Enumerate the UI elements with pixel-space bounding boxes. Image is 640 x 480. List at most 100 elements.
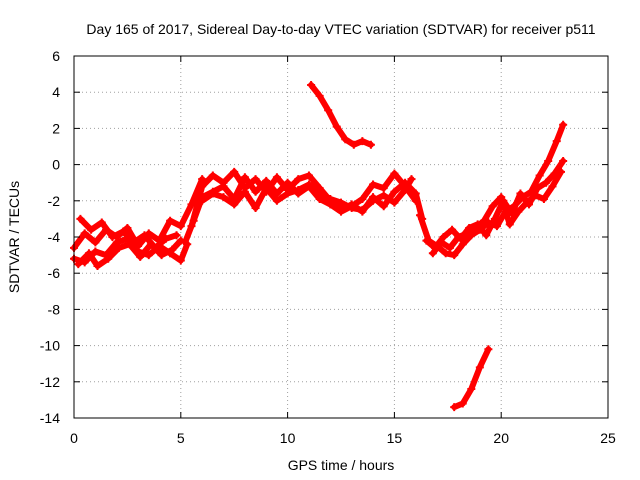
series-arc-8 [307,80,375,149]
y-tick-label: -10 [40,338,60,354]
data-point [112,238,121,247]
data-point [304,171,313,180]
data-point [240,187,249,196]
data-point [516,189,525,198]
x-axis-label: GPS time / hours [288,457,395,473]
data-point [366,140,375,149]
series-arc-4 [74,236,185,270]
data-point [458,240,467,249]
data-point [208,171,217,180]
x-tick-label: 25 [600,430,616,446]
data-point [539,194,548,203]
data-point [552,137,561,146]
data-point [91,247,100,256]
data-point [294,185,303,194]
data-point [416,211,425,220]
data-point [87,225,96,234]
data-point [326,194,335,203]
data-point [91,238,100,247]
axis-ticks [73,55,609,419]
data-point [93,261,102,270]
data-point [161,234,170,243]
data-point [198,175,207,184]
data-point [439,233,448,241]
data-point [369,180,378,189]
data-point [187,222,196,231]
data-point [450,251,459,260]
data-point [480,216,489,225]
data-point [428,249,437,258]
data-point [369,196,378,205]
data-point [108,233,117,241]
data-point [557,167,566,176]
series-line-arc-11 [429,168,564,257]
data-point [262,184,271,193]
data-point [230,167,239,176]
x-tick-label: 10 [280,430,296,446]
data-point [251,187,260,196]
data-point [467,385,476,394]
data-point [262,176,271,185]
data-point [240,173,249,182]
data-point [390,187,399,196]
data-point [176,222,185,231]
data-point [358,137,367,146]
data-point [407,175,416,184]
data-point [548,182,557,191]
data-point [294,175,303,184]
data-point [422,236,431,245]
series-line-arc-3 [77,215,180,251]
data-point [490,214,499,223]
data-point [544,156,553,165]
series-arc-12 [450,345,493,412]
data-point [454,233,463,241]
data-point [324,106,333,115]
data-series [70,80,568,412]
data-point [172,231,181,240]
data-point [437,238,446,247]
data-point [198,182,207,191]
data-point [488,202,497,211]
data-point [104,254,113,263]
data-point [535,171,544,180]
data-point [484,345,493,354]
data-point [471,223,480,232]
data-point [390,169,399,178]
x-tick-label: 5 [177,430,185,446]
data-point [283,189,292,198]
data-point [144,251,153,260]
data-point [123,223,132,232]
data-point [219,178,228,187]
data-point [445,243,454,252]
y-tick-label: -8 [48,301,61,317]
data-point [251,204,260,213]
data-point [448,225,457,234]
data-point [125,240,134,249]
data-point [533,184,542,193]
data-point [251,175,260,184]
data-point [74,260,83,269]
data-point [390,198,399,207]
data-point [315,189,324,198]
data-point [358,205,367,214]
data-point [522,198,531,207]
data-point [166,216,175,225]
data-point [475,363,484,372]
data-point [531,191,540,200]
data-point [379,202,388,211]
data-point [458,399,467,408]
y-axis-label: SDTVAR / TECUs [6,181,22,293]
data-point [157,251,166,260]
y-tick-label: 2 [52,120,60,136]
data-point [119,227,128,236]
data-point [358,194,367,203]
data-point [304,180,313,189]
data-point [542,178,551,187]
data-point [463,229,472,238]
y-tick-label: 6 [52,48,60,64]
data-point [349,140,358,149]
y-tick-label: -4 [48,229,61,245]
data-point [187,200,196,209]
data-point [505,220,514,229]
data-point [146,240,155,249]
